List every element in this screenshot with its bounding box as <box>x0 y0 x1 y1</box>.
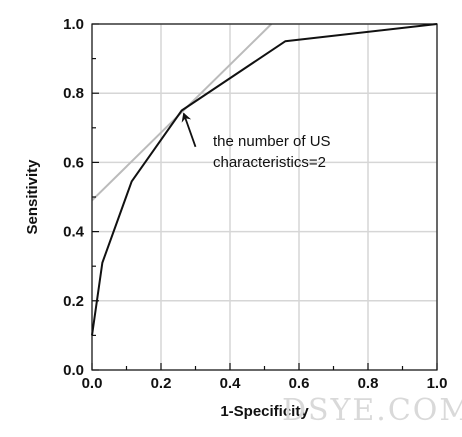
annotation: the number of US characteristics=2 <box>181 112 331 171</box>
x-axis-title: 1-Specificity <box>220 403 309 420</box>
annotation-arrow <box>181 112 197 148</box>
x-tick-label: 0.2 <box>151 375 172 392</box>
series-line-0 <box>91 23 438 336</box>
x-tick-label: 0.4 <box>220 375 242 392</box>
annotation-line-1: the number of US <box>213 133 331 150</box>
y-tick-label: 0.8 <box>63 85 84 102</box>
annotation-line-2: characteristics=2 <box>213 154 326 171</box>
axis-ticks <box>91 23 438 371</box>
watermark-text: DSYE.COM <box>282 393 462 428</box>
y-tick-label: 0.6 <box>63 154 84 171</box>
y-tick-label: 0.0 <box>63 362 84 379</box>
y-tick-label: 0.2 <box>63 293 84 310</box>
y-axis-title: Sensitivity <box>24 159 41 235</box>
series-lines <box>91 23 438 336</box>
x-tick-label: 0.6 <box>289 375 310 392</box>
tick-labels: 0.0 0.2 0.4 0.6 0.8 1.0 0.0 0.2 0.4 0.6 0.8 1.0 <box>63 16 447 392</box>
x-tick-label: 1.0 <box>427 375 448 392</box>
x-tick-label: 0.8 <box>358 375 379 392</box>
y-tick-label: 0.4 <box>63 224 85 241</box>
grid-lines <box>91 23 438 371</box>
x-tick-label: 0.0 <box>82 375 103 392</box>
y-tick-label: 1.0 <box>63 16 84 33</box>
plot-frame <box>91 23 438 371</box>
